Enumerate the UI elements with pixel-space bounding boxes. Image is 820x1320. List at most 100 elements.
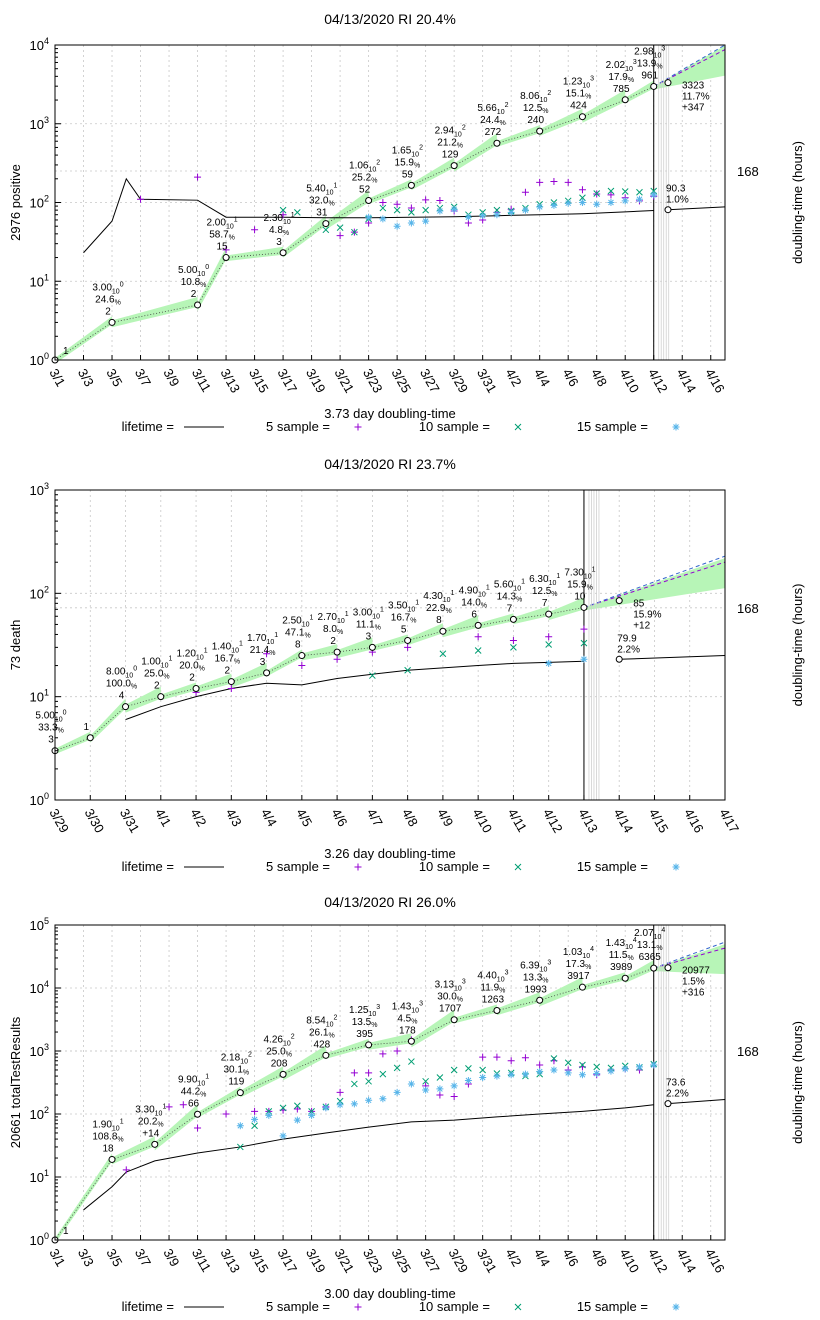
sample10-point: [351, 1080, 358, 1088]
observed-point: [279, 1070, 287, 1078]
xtick-label: 3/31: [117, 806, 143, 835]
observed-point: [108, 318, 116, 326]
annotation-value: 4.30101: [423, 590, 454, 604]
annotation-delta: 59: [402, 169, 414, 180]
observed-point: [664, 964, 672, 972]
lifetime-forecast-point: [664, 206, 672, 214]
annotation-value: 1.43103: [392, 1000, 423, 1014]
trend-band: [582, 972, 626, 991]
annotation-count: 1: [63, 1226, 69, 1237]
annotation-delta: 208: [271, 1058, 288, 1069]
sample15-point: [493, 1072, 501, 1080]
xtick-label: 4/6: [560, 366, 582, 389]
legend-10-label: 10 sample =: [419, 1299, 490, 1314]
sample10-point: [279, 1104, 287, 1112]
annotation-delta: 129: [442, 150, 459, 161]
sample5-point: [333, 655, 341, 663]
observed-point: [108, 1155, 116, 1163]
observed-point: [664, 79, 672, 87]
observed-point: [474, 621, 482, 629]
observed-trend-line: [625, 967, 654, 979]
sample10-point: [636, 188, 643, 196]
observed-trend-line: [226, 252, 284, 258]
observed-trend-line: [160, 688, 197, 698]
legend-10-swatch: [514, 423, 522, 431]
sample5-point: [194, 1124, 202, 1132]
sample15-point: [580, 655, 588, 663]
xtick-label: 3/13: [217, 1246, 243, 1275]
trend-band: [112, 296, 198, 328]
annotation-delta: 31: [316, 208, 328, 219]
ytick-label: 102: [30, 584, 49, 601]
sample15-point: [450, 205, 458, 213]
annotation-value: 1.06102: [349, 160, 380, 174]
sample15-point: [507, 1071, 515, 1079]
annotation-percent: 22.9%: [426, 603, 452, 615]
annotation-value: 2.18102: [221, 1052, 252, 1066]
observed-point: [322, 1051, 330, 1059]
sample10-point: [365, 1077, 372, 1085]
sample5-point: [263, 650, 271, 658]
lifetime-label: 2.2%: [617, 644, 640, 655]
trend-band: [55, 1153, 113, 1244]
trend-band: [283, 1045, 326, 1081]
trend-band: [548, 597, 584, 621]
observed-trend-line: [407, 630, 443, 641]
xtick-label: 4/4: [531, 1246, 553, 1269]
trend-band: [160, 682, 197, 701]
sample10-point: [351, 228, 358, 236]
annotation-percent: 17.9%: [608, 72, 634, 84]
projection-label: 20977: [682, 966, 710, 977]
sample10-point: [564, 1059, 572, 1067]
annotation-delta: 5: [401, 624, 407, 635]
sample15-point: [464, 213, 472, 221]
annotation-value: 2.30101: [263, 212, 294, 226]
legend-10-swatch: [514, 863, 522, 871]
sample10-point: [593, 190, 601, 197]
sample10-point: [422, 1077, 429, 1085]
legend: lifetime = 5 sample = 10 sample = 15 sample…: [122, 1299, 680, 1314]
observed-trend-line: [411, 165, 455, 186]
annotation-percent: 4.5%: [397, 1013, 417, 1025]
annotation-percent: 30.1%: [223, 1065, 249, 1077]
xtick-label: 4/9: [434, 806, 456, 829]
annotation-value: 1.43104: [606, 937, 637, 951]
observed-point: [578, 983, 586, 991]
trend-band: [442, 615, 479, 638]
observed-point: [407, 181, 415, 189]
lifetime-forecast-annotation: 79.92.2%: [617, 633, 640, 655]
ytick-label: 103: [30, 115, 49, 132]
xtick-label: 3/7: [132, 1246, 154, 1269]
annotation-percent: 13.9%: [637, 58, 663, 70]
annotation-value: 3.13103: [435, 979, 466, 993]
projection-line-5: [583, 561, 726, 608]
xtick-label: 4/12: [645, 366, 671, 395]
annotation-value: 1.03104: [563, 946, 594, 960]
annotation-delta: 2: [225, 666, 231, 677]
xtick-label: 4/17: [716, 806, 742, 835]
xtick-label: 4/2: [187, 806, 209, 829]
projection-label: 1.5%: [682, 977, 705, 988]
ytick-label: 104: [30, 979, 49, 996]
xtick-label: 4/8: [399, 806, 421, 829]
sample15-point: [564, 1069, 572, 1077]
lifetime-label: 1.0%: [666, 195, 689, 206]
sample15-point: [450, 1082, 458, 1090]
annotation-value: 6.30101: [529, 573, 560, 587]
xtick-label: 3/3: [75, 1246, 97, 1269]
trend-band: [325, 190, 369, 230]
trend-band: [625, 960, 654, 984]
annotation-value: 1.20101: [176, 647, 207, 661]
xtick-label: 4/16: [702, 1246, 728, 1275]
observed-point: [650, 82, 658, 90]
sample10-point: [422, 206, 429, 214]
point-annotation: 1: [83, 722, 89, 733]
sample15-point: [379, 215, 387, 223]
